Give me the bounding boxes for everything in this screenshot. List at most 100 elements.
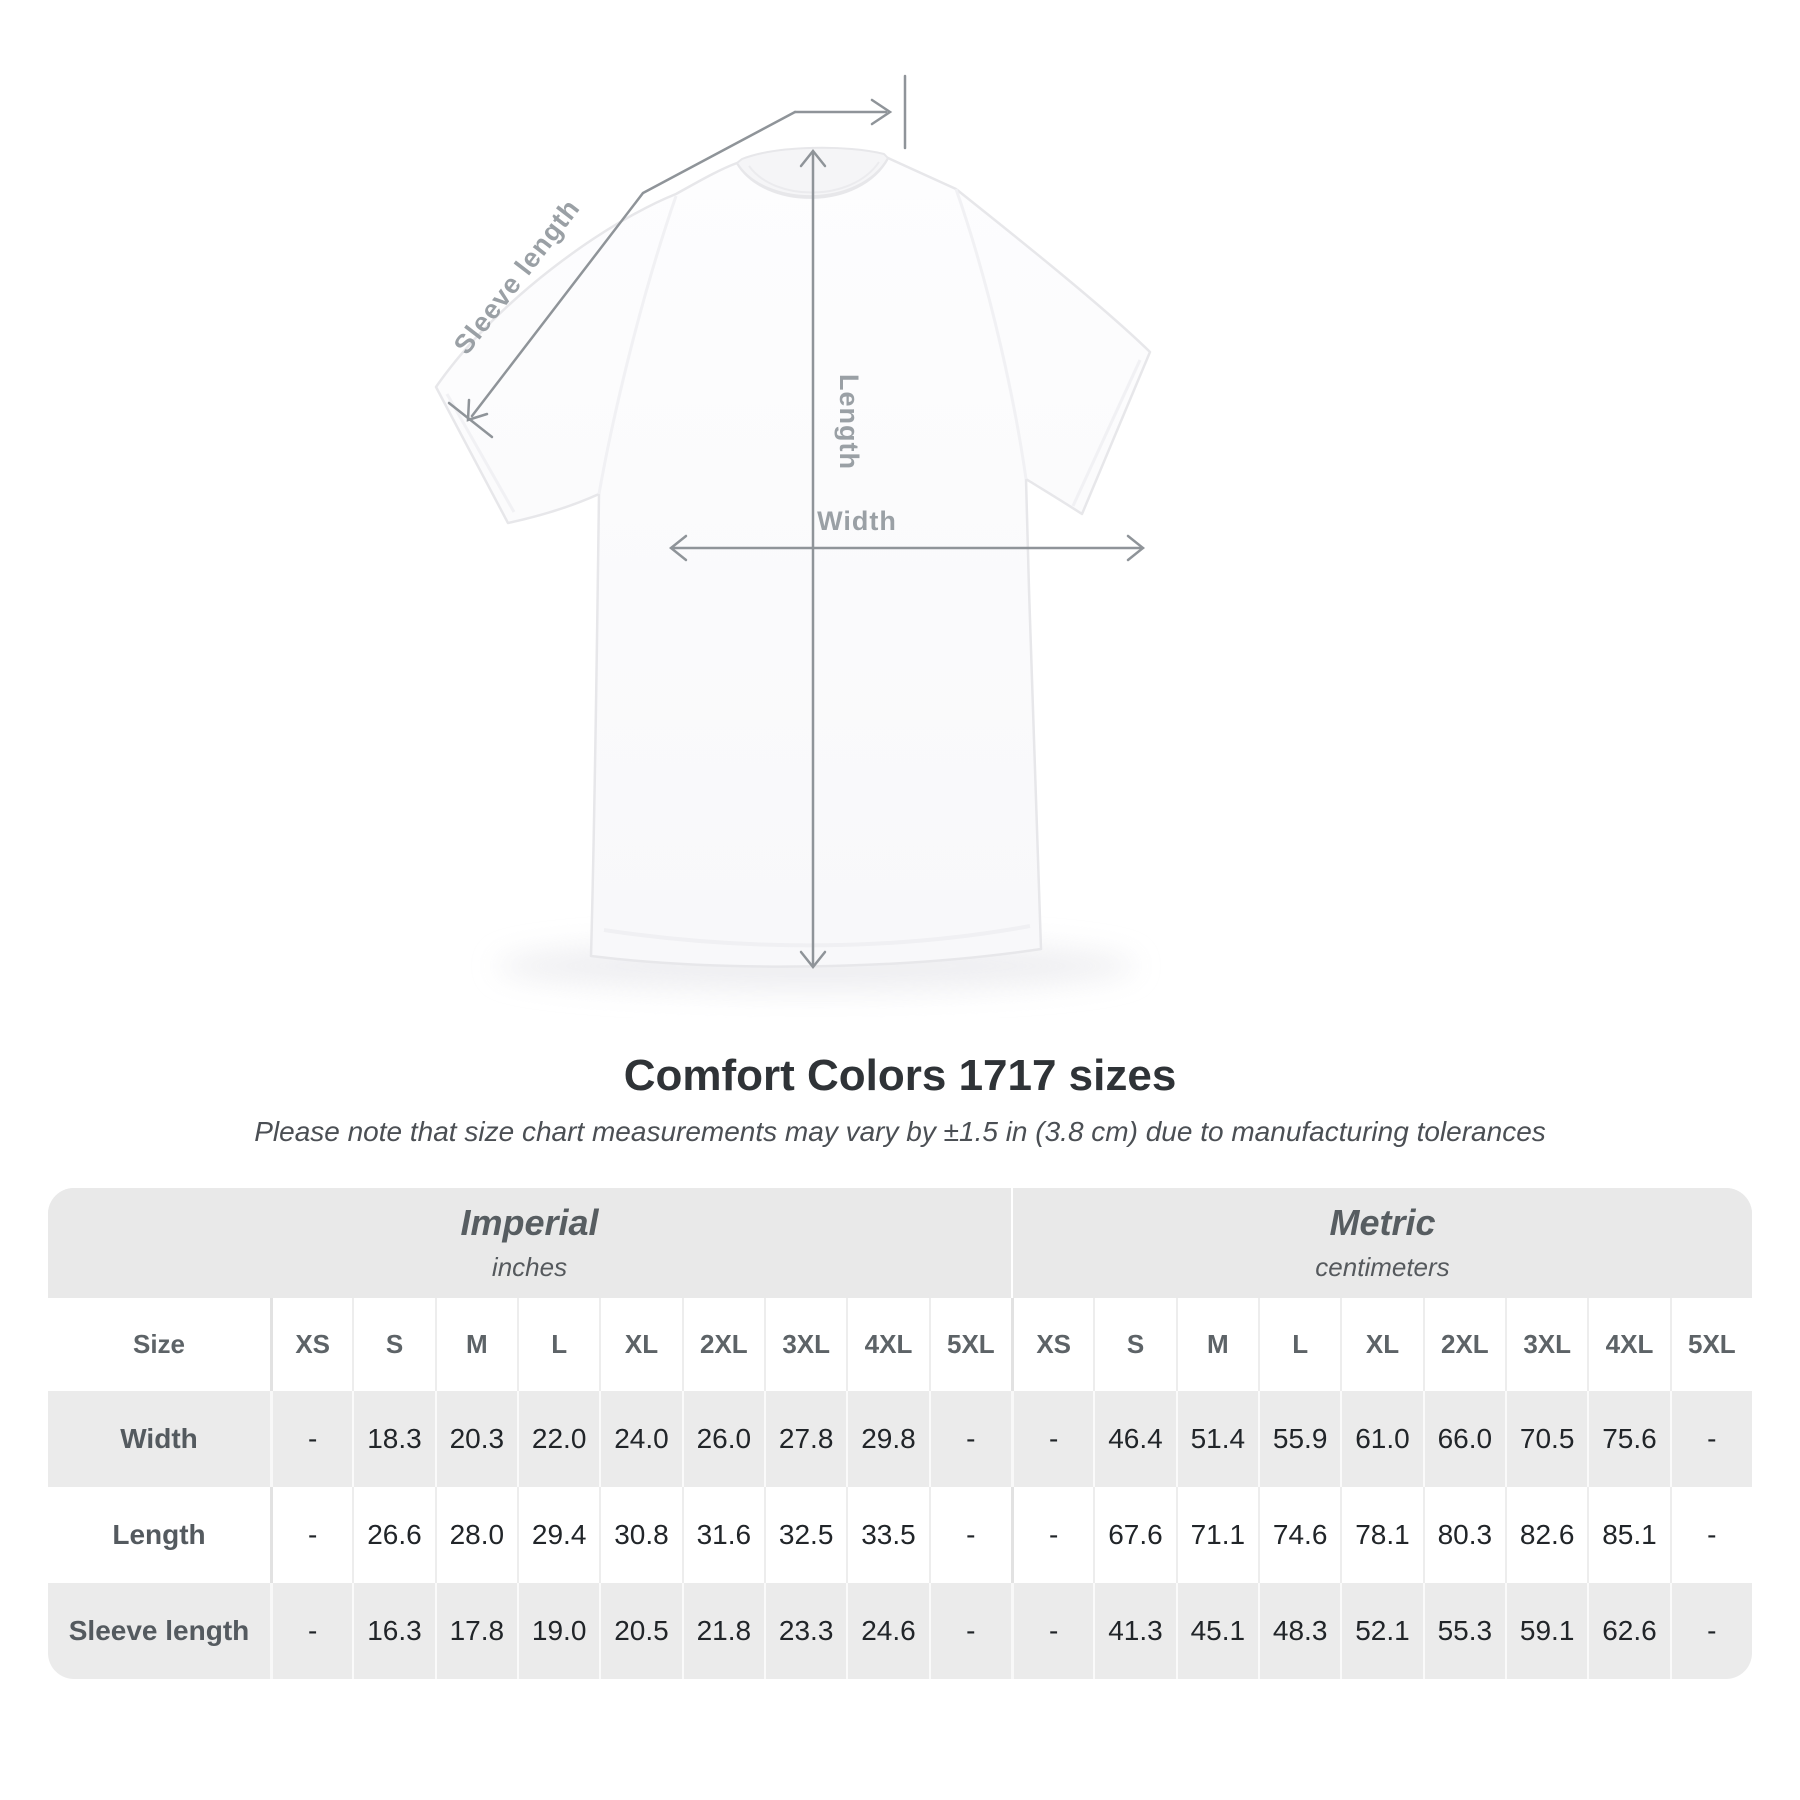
value-cell: 46.4 bbox=[1093, 1390, 1175, 1487]
value-cell: 29.8 bbox=[846, 1390, 928, 1487]
value-cell: - bbox=[1669, 1390, 1752, 1487]
size-col-header: 5XL bbox=[1669, 1297, 1752, 1391]
size-col-header: XS bbox=[270, 1297, 352, 1391]
value-cell: 24.6 bbox=[846, 1582, 928, 1679]
table-row: Width -18.3 20.3 22.0 24.0 26.0 27.8 29.8- -46.4… bbox=[48, 1390, 1752, 1487]
value-cell: 52.1 bbox=[1340, 1582, 1422, 1679]
size-header-label: Size bbox=[132, 1328, 186, 1359]
value-cell: 28.0 bbox=[434, 1486, 517, 1583]
row-label: Width bbox=[120, 1422, 198, 1454]
size-col-header: 3XL bbox=[764, 1297, 846, 1391]
sleeve-length-arrow bbox=[447, 74, 907, 439]
right-sleeve-seam bbox=[954, 188, 1028, 480]
value-cell: 22.0 bbox=[517, 1390, 599, 1487]
tshirt-body bbox=[434, 156, 1152, 968]
value-cell: 62.6 bbox=[1587, 1582, 1669, 1679]
value-cell: - bbox=[1669, 1582, 1752, 1679]
size-chart-table: Imperial inches Metric centimeters Size … bbox=[48, 1187, 1752, 1679]
value-cell: 19.0 bbox=[517, 1582, 599, 1679]
size-col-header: M bbox=[434, 1297, 517, 1391]
left-sleeve-seam bbox=[597, 195, 678, 495]
value-cell: 21.8 bbox=[681, 1582, 764, 1679]
value-cell: - bbox=[270, 1582, 352, 1679]
width-label: Width bbox=[817, 506, 897, 536]
value-cell: 23.3 bbox=[764, 1582, 846, 1679]
value-cell: 78.1 bbox=[1340, 1486, 1422, 1583]
table-row: Sleeve length -16.3 17.8 19.0 20.5 21.8 23.3 24… bbox=[48, 1582, 1752, 1679]
hem-stitch bbox=[603, 924, 1031, 948]
value-cell: 27.8 bbox=[764, 1390, 846, 1487]
value-cell: 26.6 bbox=[352, 1486, 434, 1583]
metric-label: Metric bbox=[1329, 1202, 1436, 1244]
size-col-header: M bbox=[1175, 1297, 1258, 1391]
value-cell: - bbox=[1011, 1486, 1093, 1583]
size-col-header: S bbox=[1093, 1297, 1175, 1391]
length-arrow bbox=[799, 148, 827, 970]
value-cell: - bbox=[928, 1390, 1011, 1487]
size-col-header: S bbox=[352, 1297, 434, 1391]
value-cell: 85.1 bbox=[1587, 1486, 1669, 1583]
value-cell: 70.5 bbox=[1505, 1390, 1587, 1487]
size-col-header: XL bbox=[599, 1297, 681, 1391]
value-cell: 74.6 bbox=[1258, 1486, 1340, 1583]
row-label: Sleeve length bbox=[68, 1614, 250, 1646]
imperial-unit: inches bbox=[491, 1252, 568, 1283]
imperial-label: Imperial bbox=[460, 1202, 599, 1244]
value-cell: 26.0 bbox=[681, 1390, 764, 1487]
value-cell: 71.1 bbox=[1175, 1486, 1258, 1583]
size-col-header: XS bbox=[1011, 1297, 1093, 1391]
unit-group-row: Imperial inches Metric centimeters bbox=[48, 1187, 1752, 1298]
title-block: Comfort Colors 1717 sizes Please note th… bbox=[0, 1051, 1800, 1148]
value-cell: 61.0 bbox=[1340, 1390, 1422, 1487]
value-cell: 45.1 bbox=[1175, 1582, 1258, 1679]
value-cell: 31.6 bbox=[681, 1486, 764, 1583]
value-cell: 24.0 bbox=[599, 1390, 681, 1487]
value-cell: 29.4 bbox=[517, 1486, 599, 1583]
value-cell: 32.5 bbox=[764, 1486, 846, 1583]
row-label: Length bbox=[112, 1518, 206, 1550]
table-row: Length -26.6 28.0 29.4 30.8 31.6 32.5 33.5- -67.… bbox=[48, 1486, 1752, 1583]
size-header-row: Size XS S M L XL 2XL 3XL 4XL 5XL XS S M L XL 2XL 3XL 4XL… bbox=[48, 1297, 1752, 1391]
metric-unit: centimeters bbox=[1315, 1252, 1450, 1283]
value-cell: - bbox=[270, 1486, 352, 1583]
size-col-header: 4XL bbox=[846, 1297, 928, 1391]
value-cell: - bbox=[1669, 1486, 1752, 1583]
size-col-header: 5XL bbox=[928, 1297, 1011, 1391]
value-cell: 66.0 bbox=[1422, 1390, 1505, 1487]
table-body: Width -18.3 20.3 22.0 24.0 26.0 27.8 29.8- -46.4… bbox=[48, 1390, 1752, 1679]
size-col-header: L bbox=[517, 1297, 599, 1391]
value-cell: - bbox=[270, 1390, 352, 1487]
value-cell: - bbox=[1011, 1390, 1093, 1487]
value-cell: 51.4 bbox=[1175, 1390, 1258, 1487]
tshirt-graphic: Sleeve length Length Width bbox=[434, 74, 1152, 992]
value-cell: 20.5 bbox=[599, 1582, 681, 1679]
value-cell: 16.3 bbox=[352, 1582, 434, 1679]
value-cell: 55.3 bbox=[1422, 1582, 1505, 1679]
value-cell: 18.3 bbox=[352, 1390, 434, 1487]
value-cell: 30.8 bbox=[599, 1486, 681, 1583]
tolerance-note: Please note that size chart measurements… bbox=[254, 1115, 1546, 1147]
value-cell: 80.3 bbox=[1422, 1486, 1505, 1583]
value-cell: - bbox=[928, 1486, 1011, 1583]
width-arrow bbox=[668, 534, 1146, 562]
metric-group-header: Metric centimeters bbox=[1011, 1187, 1752, 1298]
value-cell: 33.5 bbox=[846, 1486, 928, 1583]
value-cell: 59.1 bbox=[1505, 1582, 1587, 1679]
value-cell: 55.9 bbox=[1258, 1390, 1340, 1487]
page-title: Comfort Colors 1717 sizes bbox=[623, 1051, 1177, 1100]
value-cell: 20.3 bbox=[434, 1390, 517, 1487]
size-col-header: 2XL bbox=[681, 1297, 764, 1391]
tshirt-measurement-diagram: Sleeve length Length Width bbox=[434, 74, 1152, 992]
value-cell: 41.3 bbox=[1093, 1582, 1175, 1679]
size-col-header: 4XL bbox=[1587, 1297, 1669, 1391]
size-col-header: 2XL bbox=[1422, 1297, 1505, 1391]
right-cuff-fold bbox=[1071, 359, 1142, 507]
size-col-header: L bbox=[1258, 1297, 1340, 1391]
value-cell: 48.3 bbox=[1258, 1582, 1340, 1679]
value-cell: 17.8 bbox=[434, 1582, 517, 1679]
length-label: Length bbox=[834, 374, 864, 470]
size-col-header: XL bbox=[1340, 1297, 1422, 1391]
left-cuff-fold bbox=[445, 393, 516, 513]
value-cell: 82.6 bbox=[1505, 1486, 1587, 1583]
value-cell: - bbox=[928, 1582, 1011, 1679]
